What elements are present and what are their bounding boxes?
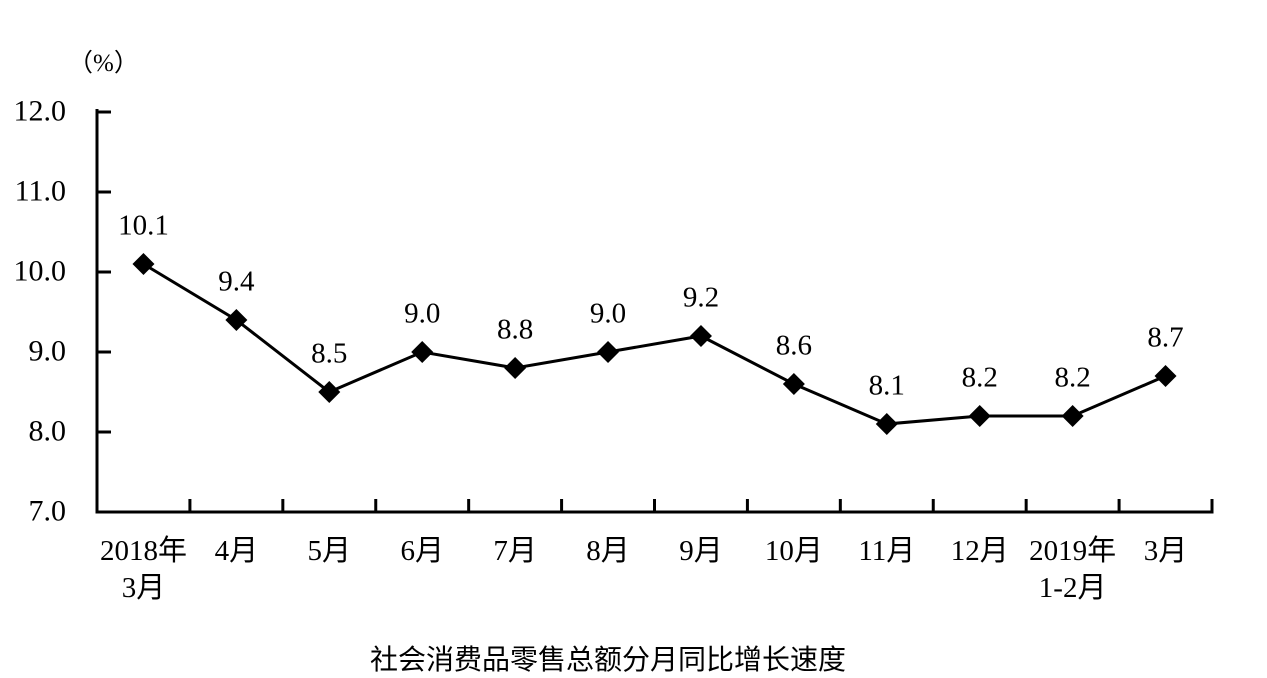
data-point-label: 8.7 bbox=[1147, 321, 1184, 354]
x-tick-label: 10月 bbox=[765, 533, 823, 570]
data-point-marker bbox=[689, 325, 712, 347]
y-tick-label: 7.0 bbox=[28, 494, 67, 528]
data-point-label: 8.6 bbox=[775, 329, 812, 362]
x-tick-label: 9月 bbox=[679, 533, 723, 570]
data-point-marker bbox=[132, 253, 155, 275]
x-tick-label-line: 11月 bbox=[858, 535, 916, 567]
data-point-marker bbox=[318, 381, 341, 403]
data-point-marker bbox=[875, 413, 898, 435]
x-tick-label-line: 2018年 bbox=[99, 535, 187, 567]
x-tick-label-line: 12月 bbox=[950, 535, 1009, 567]
data-point-marker bbox=[1061, 405, 1084, 427]
y-tick-label: 11.0 bbox=[14, 174, 66, 208]
x-tick-label: 3月 bbox=[1144, 533, 1188, 570]
data-point-label: 9.4 bbox=[218, 265, 255, 298]
x-tick-label-line: 4月 bbox=[214, 535, 259, 567]
x-tick-label-line: 9月 bbox=[679, 535, 723, 567]
x-tick-label: 8月 bbox=[586, 533, 630, 570]
y-axis-unit-label: （%） bbox=[68, 50, 139, 77]
y-tick-label: 10.0 bbox=[13, 254, 67, 288]
y-tick-label: 9.0 bbox=[28, 334, 67, 368]
chart-title: 社会消费品零售总额分月同比增长速度 bbox=[369, 644, 846, 675]
x-tick-label: 6月 bbox=[400, 533, 444, 570]
data-point-label: 8.2 bbox=[961, 361, 998, 394]
data-point-label: 9.0 bbox=[589, 297, 627, 330]
x-tick-label: 5月 bbox=[308, 533, 352, 570]
x-tick-label-line: 3月 bbox=[121, 572, 166, 604]
data-point-marker bbox=[411, 341, 434, 363]
data-point-marker bbox=[968, 405, 991, 427]
data-point-marker bbox=[782, 373, 805, 395]
series-line bbox=[142, 262, 1167, 426]
y-tick-label: 8.0 bbox=[28, 414, 67, 448]
x-tick-label: 12月 bbox=[951, 533, 1009, 570]
x-tick-label: 7月 bbox=[493, 533, 537, 570]
x-tick-label-line: 2019年 bbox=[1029, 535, 1117, 567]
data-point-label: 8.5 bbox=[311, 337, 348, 370]
x-tick-label-line: 8月 bbox=[586, 535, 630, 567]
data-point-label: 8.2 bbox=[1054, 361, 1091, 394]
axis-frame bbox=[95, 109, 1214, 514]
data-point-marker bbox=[1154, 365, 1177, 387]
x-tick-label-line: 5月 bbox=[307, 535, 352, 567]
data-point-marker bbox=[504, 357, 527, 379]
x-tick-label: 11月 bbox=[858, 533, 915, 570]
y-tick-label: 12.0 bbox=[13, 94, 67, 128]
x-tick-label-line: 6月 bbox=[400, 535, 444, 567]
data-point-label: 8.1 bbox=[868, 369, 905, 402]
data-point-label: 10.1 bbox=[118, 209, 169, 242]
x-tick-label-line: 7月 bbox=[493, 535, 537, 567]
x-tick-label-line: 10月 bbox=[764, 535, 823, 567]
data-point-marker bbox=[597, 341, 620, 363]
x-tick-label: 2018年 3月 bbox=[100, 533, 187, 607]
data-point-marker bbox=[225, 309, 248, 331]
data-point-label: 9.0 bbox=[404, 297, 441, 330]
data-point-label: 9.2 bbox=[682, 281, 720, 314]
x-tick-label-line: 3月 bbox=[1143, 535, 1188, 567]
x-tick-label-line: 1-2月 bbox=[1038, 572, 1107, 604]
data-point-label: 8.8 bbox=[497, 313, 534, 346]
x-tick-label: 2019年 1-2月 bbox=[1029, 533, 1116, 607]
x-tick-label: 4月 bbox=[215, 533, 259, 570]
